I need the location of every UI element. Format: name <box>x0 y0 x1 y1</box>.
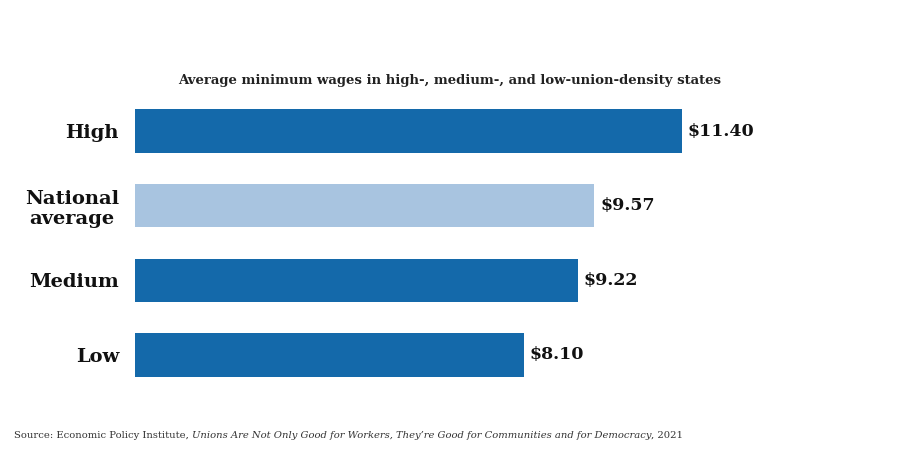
Text: $8.10: $8.10 <box>529 346 584 364</box>
Text: Unions Are Not Only Good for Workers, They’re Good for Communities and for Democ: Unions Are Not Only Good for Workers, Th… <box>192 431 651 440</box>
Text: Average minimum wages in high-, medium-, and low-union-density states: Average minimum wages in high-, medium-,… <box>178 74 722 87</box>
Text: $9.57: $9.57 <box>600 197 654 214</box>
Bar <box>135 109 682 153</box>
Text: , 2021: , 2021 <box>651 431 683 440</box>
Bar <box>135 259 578 302</box>
Bar <box>135 333 524 377</box>
Bar <box>135 184 594 227</box>
Text: $11.40: $11.40 <box>688 122 755 140</box>
Text: $9.22: $9.22 <box>583 272 638 289</box>
Text: Average State Minimum Wage is 40% Higher in
High-Union-Density States Than in Lo: Average State Minimum Wage is 40% Higher… <box>79 8 821 59</box>
Text: Source: Economic Policy Institute,: Source: Economic Policy Institute, <box>14 431 192 440</box>
